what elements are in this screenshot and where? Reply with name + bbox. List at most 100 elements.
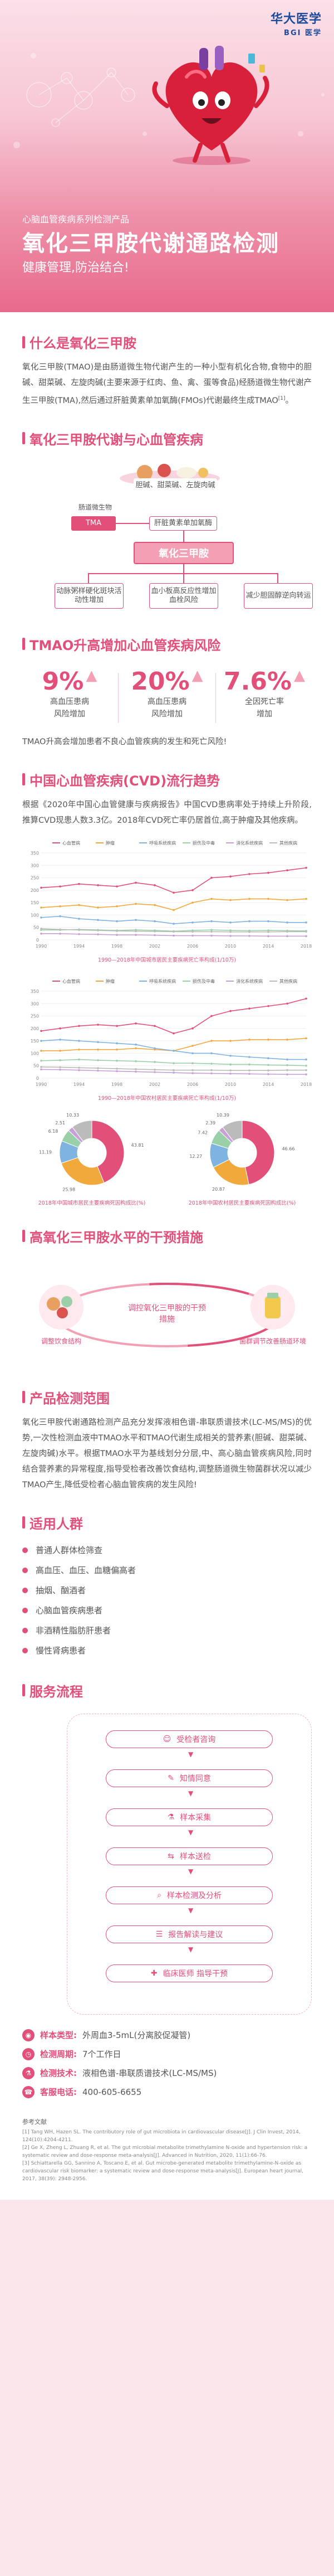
data-point [59, 915, 61, 918]
hero-subtitle: 心脑血管疾病系列检测产品 [22, 214, 130, 225]
x-tick-label: 1990 [36, 944, 47, 949]
flow-step: ⚗ 样本采集 [106, 1808, 273, 1826]
data-label: 7.42 [198, 1130, 208, 1135]
data-point [135, 1070, 137, 1073]
y-tick-label: 100 [31, 913, 39, 918]
pathway-connector [277, 573, 278, 583]
data-point [286, 930, 288, 933]
spec-row: ⚗ 检测技术: 液相色谱-串联质谱技术(LC-MS/MS) [22, 2064, 312, 2083]
data-point [59, 905, 61, 908]
data-point [135, 1022, 137, 1025]
data-point [78, 918, 80, 920]
data-point [135, 903, 137, 905]
section-heading: 适用人群 [22, 1513, 312, 1532]
data-point [267, 1073, 269, 1075]
data-label: 43.81 [131, 1143, 144, 1148]
risk-stats: 9% ▲ 高血压患病 风险增加 20% ▲ 高血压患病 风险增加 7.6% ▲ 全因死亡率… [22, 667, 312, 723]
x-tick-label: 1998 [111, 944, 122, 949]
y-tick-label: 150 [31, 1039, 39, 1044]
pathway-effect-3: 减少胆固醇逆向转运 [244, 583, 313, 609]
data-point [305, 1058, 307, 1061]
pie-slice [61, 1157, 105, 1186]
data-point [135, 930, 137, 933]
pie-slice [91, 1120, 125, 1183]
x-tick-label: 2002 [149, 1082, 160, 1087]
pathway-connector [116, 522, 149, 524]
x-tick-label: 2010 [225, 1082, 236, 1087]
truck-icon: ⇆ [168, 1851, 174, 1861]
reference-item: [3] Schiattarella GG, Sannino A, Toscano… [22, 2160, 303, 2182]
down-arrow-icon: ▼ [188, 1828, 194, 1836]
spec-row: ◷ 检测周期: 7个工作日 [22, 2045, 312, 2064]
down-arrow-icon: ▼ [188, 1789, 194, 1797]
data-point [210, 1052, 213, 1055]
data-point [248, 1056, 250, 1058]
chart-caption: 2018年中国农村居民主要疾病死因构成比(%) [188, 1200, 296, 1206]
data-point [191, 1069, 194, 1071]
data-point [286, 869, 288, 871]
up-arrow-icon: ▲ [294, 667, 306, 684]
data-point [286, 1058, 288, 1061]
data-label: 10.33 [66, 1113, 79, 1118]
hero-banner: 华大医学 BGI 医学 心脑血管疾病系列检测产品 氧化三甲胺代谢通路检测 健康管… [0, 0, 334, 312]
data-point [40, 886, 42, 889]
risk-note: TMAO升高会增加患者不良心血管疾病的发生和死亡风险! [22, 737, 227, 746]
divider [215, 672, 216, 723]
data-point [59, 1049, 61, 1052]
data-point [154, 1061, 156, 1063]
data-point [78, 1058, 80, 1061]
data-point [116, 905, 118, 908]
data-point [97, 884, 99, 886]
data-point [154, 1025, 156, 1027]
list-item: 心脑血管疾病患者 [22, 1600, 312, 1621]
data-point [210, 1072, 213, 1075]
legend-label: 肿瘤 [106, 840, 115, 846]
document-icon: ✎ [168, 1773, 174, 1783]
data-point [305, 997, 307, 1000]
data-label: 11.19 [39, 1149, 52, 1154]
data-point [229, 1073, 232, 1075]
data-point [135, 919, 137, 921]
section-heading: 服务流程 [22, 1681, 312, 1700]
data-point [191, 901, 194, 904]
data-point [173, 891, 175, 894]
data-point [173, 1049, 175, 1052]
section-heading: 产品检测范围 [22, 1388, 312, 1407]
data-point [116, 1048, 118, 1051]
data-point [286, 1064, 288, 1066]
pathway-connector [183, 564, 184, 573]
risk-value: 20% [131, 667, 190, 696]
data-point [40, 1068, 42, 1071]
crowd-list: 普通人群体检筛查 高血压、血压、血糖偏高者 抽烟、酗酒者 心脑血管疾病患者 非酒… [22, 1540, 312, 1661]
data-point [59, 928, 61, 930]
heading-bar [22, 1684, 25, 1697]
list-item: 抽烟、酗酒者 [22, 1580, 312, 1600]
series-line [41, 1037, 307, 1051]
data-point [248, 1007, 250, 1010]
data-label: 10.39 [217, 1113, 229, 1118]
data-point [248, 1073, 250, 1075]
heart-mascot-illustration [152, 46, 269, 165]
legend-label: 消化系统疾病 [236, 978, 263, 984]
section-risk: TMAO升高增加心血管疾病风险 9% ▲ 高血压患病 风险增加 20% ▲ 高血压患病… [0, 623, 334, 750]
data-point [135, 881, 137, 884]
data-point [286, 1038, 288, 1041]
section-heading: 氧化三甲胺代谢与心血管疾病 [22, 429, 312, 448]
data-point [59, 1059, 61, 1061]
x-tick-label: 2006 [187, 1082, 198, 1087]
phone-icon: ☎ [22, 2085, 35, 2098]
data-point [248, 872, 250, 875]
flow-step: ☰ 报告解读与建议 [106, 1925, 273, 1943]
y-tick-label: 200 [31, 888, 39, 893]
chart-caption: 1990—2018年中国城市居民主要疾病死亡率构成(1/10万) [97, 957, 237, 963]
bullet-icon [22, 1567, 28, 1573]
data-point [135, 934, 137, 936]
flow-step: ✚ 临床医师 指导干预 [106, 1964, 273, 1982]
data-point [154, 930, 156, 933]
data-point [191, 930, 194, 933]
pathway-connector [88, 573, 89, 583]
pathway-effect-2: 血小板高反应性增加血栓风险 [149, 583, 218, 609]
down-arrow-icon: ▼ [188, 1906, 194, 1914]
data-point [116, 1070, 118, 1073]
data-point [173, 923, 175, 925]
